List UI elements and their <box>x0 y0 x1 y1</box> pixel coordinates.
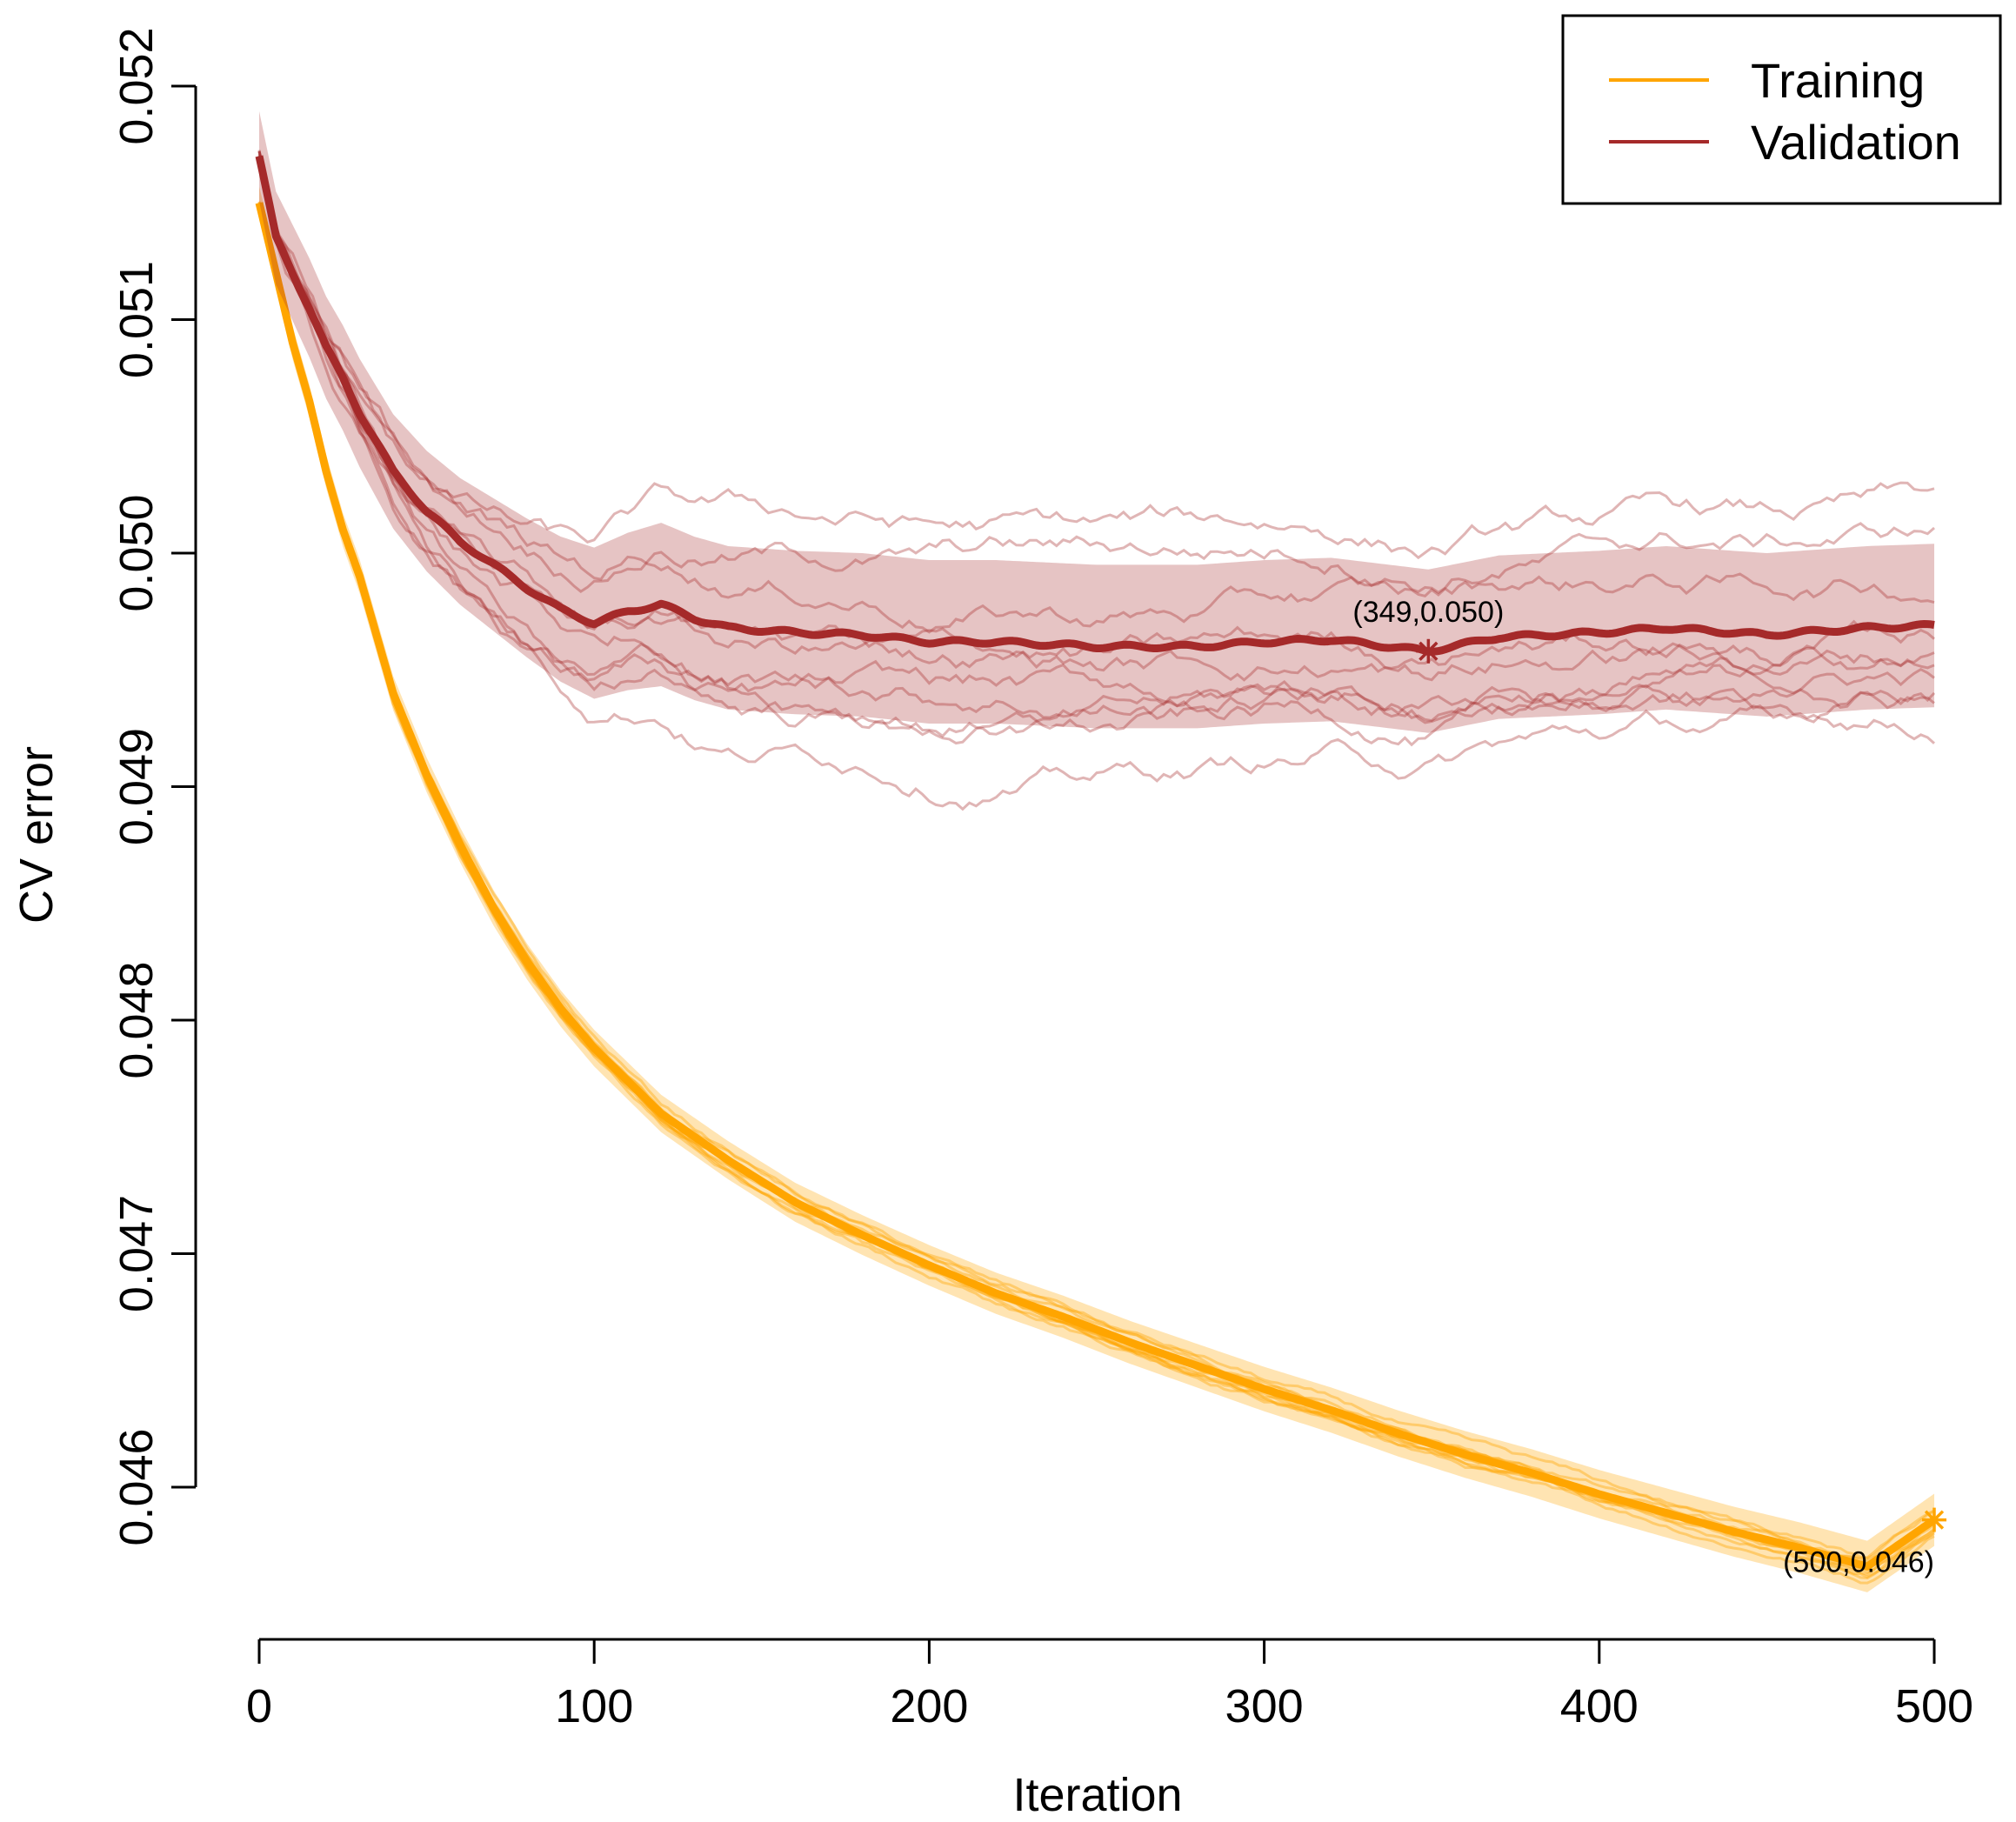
training-fold-line <box>257 204 1936 1580</box>
training-fold-line <box>257 201 1935 1577</box>
x-tick-label: 0 <box>246 1680 272 1732</box>
legend: Training Validation <box>1561 14 2002 205</box>
x-tick-label: 300 <box>1225 1680 1304 1732</box>
best-point-marker <box>1922 1507 1946 1532</box>
x-tick-label: 500 <box>1895 1680 1973 1732</box>
validation-fold-line <box>257 156 1936 724</box>
validation-fold-line <box>257 150 1935 747</box>
validation-fold-line <box>257 150 1935 634</box>
training-fold-line <box>257 204 1935 1574</box>
y-axis-title: CV error <box>10 746 63 924</box>
training-fold-line <box>257 202 1935 1567</box>
x-tick-label: 100 <box>555 1680 633 1732</box>
y-tick-label: 0.049 <box>110 728 163 845</box>
training-fold-line <box>257 204 1935 1585</box>
x-axis-title: Iteration <box>1012 1769 1182 1821</box>
y-tick-label: 0.047 <box>110 1195 163 1312</box>
training-fold-line <box>257 204 1935 1571</box>
validation-mean-line <box>255 155 1935 656</box>
legend-label-training: Training <box>1751 53 1925 108</box>
y-tick-label: 0.050 <box>110 494 163 611</box>
annotations: (349,0.050) (500,0.046) <box>1352 596 1946 1579</box>
y-tick-label: 0.046 <box>110 1428 163 1545</box>
validation-fold-line <box>257 150 1935 595</box>
legend-box <box>1561 14 2002 205</box>
validation-fold-line <box>257 150 1936 811</box>
validation-band <box>259 110 1934 733</box>
validation-fold-line <box>257 154 1935 560</box>
y-axis: 0.046 0.047 0.048 0.049 0.050 0.051 0.052 <box>110 27 197 1546</box>
best-point-label: (500,0.046) <box>1783 1546 1934 1579</box>
x-tick-label: 200 <box>890 1680 968 1732</box>
validation-fold-line <box>257 157 1935 719</box>
validation-fold-line <box>257 160 1935 682</box>
best-point-marker <box>1416 638 1441 664</box>
best-point-label: (349,0.050) <box>1352 596 1504 629</box>
y-tick-label: 0.052 <box>110 27 163 144</box>
training-fold-line <box>257 203 1935 1563</box>
training-fold-line <box>257 201 1935 1578</box>
training-mean-line <box>255 202 1937 1571</box>
x-axis: 0 100 200 300 400 500 <box>246 1638 1973 1732</box>
y-tick-label: 0.048 <box>110 961 163 1078</box>
training-fold-line <box>257 203 1935 1559</box>
training-fold-line <box>257 204 1935 1560</box>
x-tick-label: 400 <box>1560 1680 1639 1732</box>
plot-area <box>255 110 1937 1592</box>
legend-label-validation: Validation <box>1751 115 1961 170</box>
validation-fold-line <box>257 150 1935 738</box>
y-tick-label: 0.051 <box>110 261 163 378</box>
training-band <box>259 186 1934 1592</box>
